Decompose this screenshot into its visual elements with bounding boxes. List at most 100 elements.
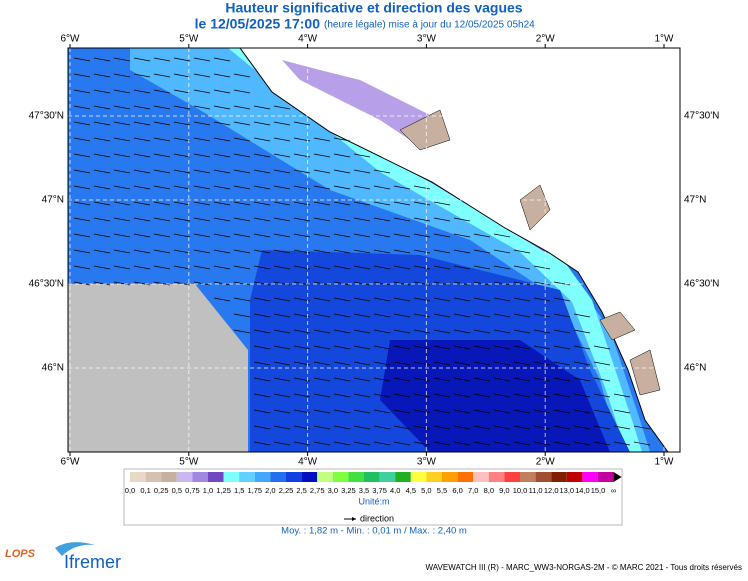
wave-arrow [293,233,311,238]
wave-arrow [233,89,251,94]
wave-arrow [213,105,231,110]
wave-arrow [253,105,271,110]
wave-arrow [633,425,651,430]
wave-arrow [233,249,251,254]
wave-arrow [313,201,331,206]
colorbar-tip [613,472,622,482]
wave-arrow [413,297,431,302]
wave-arrow [453,409,471,414]
wave-arrow [413,393,431,398]
wave-arrow [413,265,431,270]
wave-arrow [273,441,291,446]
wave-arrow [253,185,271,190]
color-swatch [332,472,349,482]
wave-arrow [533,313,551,318]
wave-arrow [513,393,531,398]
wave-arrow [313,297,331,302]
wave-arrow [193,201,211,206]
wave-arrow [533,329,551,334]
wave-arrow [153,73,171,78]
wave-arrow [213,57,231,62]
wave-arrow [373,265,391,270]
wave-arrow [253,137,271,142]
wave-arrow [133,121,151,126]
wave-arrow [493,329,511,334]
wave-arrow [533,361,551,366]
wave-arrow [133,57,151,62]
wave-arrow [273,361,291,366]
lat-label: 46°N [684,363,706,374]
wave-arrow [333,441,351,446]
lon-label: 6°W [61,457,81,468]
wave-arrow [73,265,91,270]
wave-arrow [533,345,551,350]
wave-arrow [313,377,331,382]
wave-arrow [413,329,431,334]
wave-arrow [173,217,191,222]
wave-arrow [113,137,131,142]
wave-arrow [513,361,531,366]
wave-arrow [213,121,231,126]
wave-arrow [513,329,531,334]
wave-arrow [513,297,531,302]
wave-arrow [353,185,371,190]
wave-arrow [413,233,431,238]
lat-label: 46°N [42,363,64,374]
legend-label: 2,5 [296,486,306,495]
wave-arrow [153,233,171,238]
wave-arrow [493,249,511,254]
legend-label: 9,0 [499,486,509,495]
wave-arrow [153,265,171,270]
wave-arrow [533,409,551,414]
color-swatch [192,472,208,482]
lon-label: 6°W [61,34,81,45]
wave-arrow [473,313,491,318]
wave-arrow [193,89,211,94]
wave-arrow [433,409,451,414]
wave-arrow [213,217,231,222]
wave-arrow [593,393,611,398]
wave-arrow [153,57,171,62]
color-swatch [395,472,411,482]
legend-label: 2,75 [310,486,325,495]
wave-arrow [73,73,91,78]
wave-arrow [313,217,331,222]
wave-arrow [513,441,531,446]
color-swatch [286,472,302,482]
wave-arrow [313,265,331,270]
wave-arrow [193,57,211,62]
color-swatch [442,472,458,482]
wave-arrow [313,233,331,238]
wave-arrow [113,169,131,174]
wave-arrow [293,345,311,350]
date: le 12/05/2025 17:00 [195,16,321,32]
wave-arrow [393,345,411,350]
wave-arrow [513,345,531,350]
color-swatch [473,472,489,482]
wave-arrow [113,233,131,238]
lon-label: 1°W [655,457,675,468]
wave-arrow [433,345,451,350]
wave-arrow [113,201,131,206]
wave-arrow [553,313,571,318]
wave-arrow [233,297,251,302]
wave-arrow [413,313,431,318]
wave-arrow [253,201,271,206]
wave-arrow [493,345,511,350]
wave-arrow [333,425,351,430]
wave-arrow [173,89,191,94]
wave-arrow [213,153,231,158]
color-swatch [488,472,505,482]
color-swatch [239,472,255,482]
wave-arrow [333,137,351,142]
wave-arrow [373,169,391,174]
wave-arrow [393,313,411,318]
wave-arrow [373,377,391,382]
title: Hauteur significative et direction des v… [225,0,522,16]
wave-arrow [313,137,331,142]
wave-arrow [593,361,611,366]
wave-arrow [293,121,311,126]
wave-arrow [113,121,131,126]
wave-arrow [373,201,391,206]
wave-arrow [533,425,551,430]
